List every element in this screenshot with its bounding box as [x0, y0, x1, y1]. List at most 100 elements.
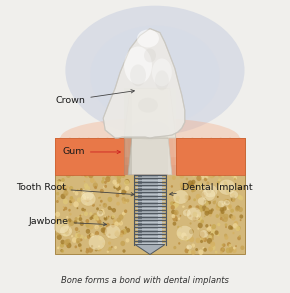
Ellipse shape: [114, 183, 119, 188]
Ellipse shape: [67, 221, 69, 224]
Ellipse shape: [65, 229, 67, 231]
Ellipse shape: [67, 159, 72, 164]
Ellipse shape: [113, 219, 117, 223]
Ellipse shape: [234, 178, 236, 180]
Ellipse shape: [82, 170, 86, 175]
Ellipse shape: [95, 216, 99, 221]
Ellipse shape: [178, 148, 183, 153]
Ellipse shape: [211, 191, 214, 195]
Ellipse shape: [103, 203, 107, 208]
Ellipse shape: [61, 185, 65, 189]
Ellipse shape: [199, 231, 205, 237]
Ellipse shape: [232, 232, 235, 234]
Ellipse shape: [65, 152, 69, 156]
Ellipse shape: [185, 195, 187, 197]
Ellipse shape: [106, 173, 111, 178]
Ellipse shape: [180, 160, 185, 166]
Ellipse shape: [94, 186, 97, 189]
Ellipse shape: [235, 226, 240, 231]
Ellipse shape: [103, 186, 106, 188]
Ellipse shape: [217, 204, 221, 208]
Ellipse shape: [116, 152, 120, 157]
Ellipse shape: [189, 229, 194, 234]
Text: Jawbone: Jawbone: [28, 217, 106, 226]
Ellipse shape: [213, 201, 216, 205]
Ellipse shape: [199, 207, 203, 212]
Ellipse shape: [224, 200, 230, 206]
Ellipse shape: [120, 241, 125, 246]
Ellipse shape: [238, 156, 243, 161]
Ellipse shape: [75, 217, 78, 221]
Ellipse shape: [227, 242, 231, 246]
Ellipse shape: [200, 162, 212, 173]
Ellipse shape: [178, 167, 180, 170]
Ellipse shape: [80, 162, 92, 173]
FancyBboxPatch shape: [138, 175, 162, 245]
Ellipse shape: [115, 223, 118, 226]
Ellipse shape: [126, 238, 129, 243]
Ellipse shape: [176, 150, 178, 152]
Ellipse shape: [77, 216, 82, 222]
Ellipse shape: [100, 200, 103, 203]
Ellipse shape: [240, 246, 244, 250]
Ellipse shape: [107, 249, 109, 251]
Ellipse shape: [85, 203, 88, 206]
Ellipse shape: [100, 189, 104, 193]
Ellipse shape: [105, 146, 108, 149]
Ellipse shape: [108, 206, 111, 210]
Ellipse shape: [198, 249, 203, 255]
Ellipse shape: [111, 216, 114, 219]
Ellipse shape: [110, 158, 114, 162]
Polygon shape: [103, 29, 185, 138]
Ellipse shape: [209, 210, 213, 214]
Ellipse shape: [232, 199, 235, 202]
Ellipse shape: [74, 165, 79, 171]
Ellipse shape: [204, 208, 209, 213]
Ellipse shape: [235, 162, 238, 164]
Ellipse shape: [222, 244, 224, 246]
Ellipse shape: [170, 155, 174, 159]
Ellipse shape: [74, 220, 77, 224]
Ellipse shape: [86, 151, 88, 153]
Ellipse shape: [204, 142, 209, 147]
Ellipse shape: [217, 223, 220, 226]
Ellipse shape: [197, 217, 200, 220]
Ellipse shape: [232, 156, 236, 161]
Ellipse shape: [81, 195, 85, 199]
Ellipse shape: [65, 6, 244, 135]
Ellipse shape: [122, 212, 126, 216]
Ellipse shape: [101, 180, 105, 184]
Ellipse shape: [55, 219, 61, 225]
Ellipse shape: [64, 240, 69, 245]
Ellipse shape: [223, 171, 227, 176]
Ellipse shape: [114, 230, 120, 236]
Ellipse shape: [226, 188, 231, 194]
Ellipse shape: [230, 209, 234, 213]
Ellipse shape: [217, 196, 219, 198]
Ellipse shape: [182, 209, 191, 217]
Ellipse shape: [106, 156, 108, 158]
Ellipse shape: [239, 235, 241, 238]
Ellipse shape: [208, 188, 211, 192]
Ellipse shape: [231, 215, 236, 221]
Ellipse shape: [220, 251, 223, 254]
Ellipse shape: [209, 173, 214, 178]
Ellipse shape: [107, 157, 110, 160]
Ellipse shape: [80, 188, 83, 191]
Ellipse shape: [228, 141, 233, 147]
Ellipse shape: [93, 157, 95, 159]
Ellipse shape: [104, 203, 105, 205]
Ellipse shape: [77, 234, 81, 237]
Ellipse shape: [119, 190, 122, 193]
Ellipse shape: [84, 183, 88, 188]
Ellipse shape: [209, 146, 214, 151]
Ellipse shape: [70, 171, 75, 176]
Ellipse shape: [77, 197, 81, 202]
Ellipse shape: [238, 207, 243, 212]
Ellipse shape: [108, 216, 110, 218]
Ellipse shape: [92, 199, 94, 202]
Ellipse shape: [171, 185, 173, 188]
Ellipse shape: [173, 202, 175, 205]
Ellipse shape: [193, 175, 195, 178]
Ellipse shape: [63, 225, 67, 229]
